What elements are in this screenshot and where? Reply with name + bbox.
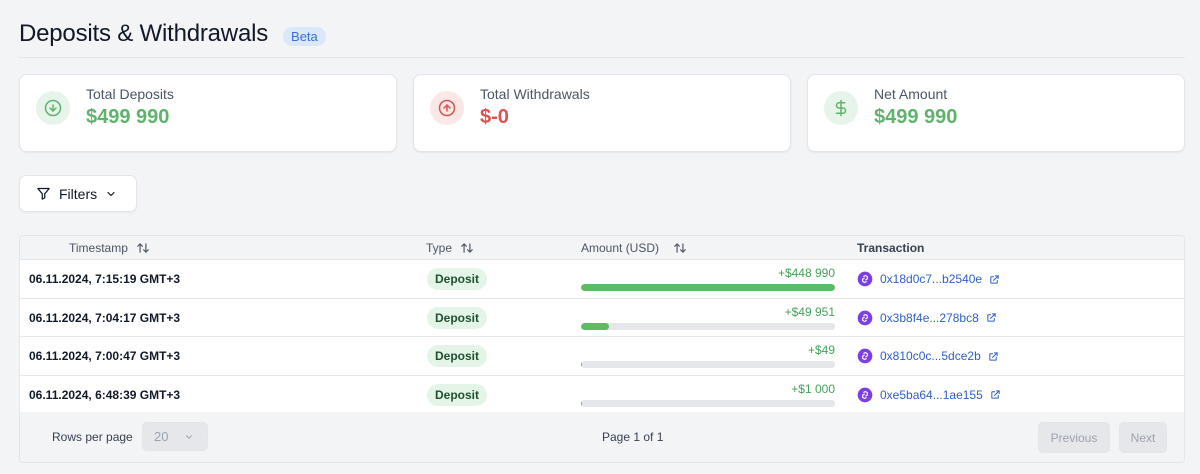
- transaction-cell: 0x810c0c...5dce2b: [857, 337, 999, 375]
- type-cell: Deposit: [427, 299, 488, 337]
- table-body: 06.11.2024, 7:15:19 GMT+3 Deposit +$448 99…: [20, 260, 1184, 414]
- page-info: Page 1 of 1: [602, 430, 664, 444]
- transaction-link[interactable]: 0x18d0c7...b2540e: [880, 272, 983, 286]
- amount-bar-track: [581, 322, 835, 330]
- net-amount-card: Net Amount $499 990: [807, 74, 1185, 152]
- total-deposits-card: Total Deposits $499 990: [19, 74, 397, 152]
- card-value: $-0: [480, 106, 509, 128]
- amount-value: +$448 990: [777, 266, 835, 280]
- type-cell: Deposit: [427, 376, 488, 414]
- table-row: 06.11.2024, 7:00:47 GMT+3 Deposit +$49 0x81…: [20, 337, 1184, 376]
- column-header-type[interactable]: Type: [426, 236, 474, 260]
- amount-bar-fill: [581, 399, 583, 407]
- amount-value: +$49: [807, 343, 835, 357]
- amount-cell: +$49: [581, 337, 835, 375]
- rows-per-page-value: 20: [154, 429, 169, 444]
- amount-bar-fill: [581, 322, 610, 330]
- column-header-timestamp[interactable]: Timestamp: [69, 236, 150, 260]
- amount-cell: +$49 951: [581, 299, 835, 337]
- transactions-table: Timestamp Type Amount (USD) Transaction …: [19, 235, 1185, 463]
- amount-cell: +$448 990: [581, 260, 835, 298]
- card-label: Total Withdrawals: [480, 86, 590, 102]
- column-label: Amount (USD): [581, 241, 660, 255]
- filters-button[interactable]: Filters: [19, 175, 137, 212]
- previous-button[interactable]: Previous: [1038, 422, 1110, 453]
- column-label: Type: [426, 241, 453, 255]
- amount-bar-track: [581, 361, 835, 368]
- timestamp-cell: 06.11.2024, 7:15:19 GMT+3: [29, 272, 181, 286]
- chevron-down-icon: [107, 191, 115, 196]
- dollar-icon: [824, 91, 858, 125]
- transaction-cell: 0x3b8f4e...278bc8: [857, 299, 997, 337]
- amount-cell: +$1 000: [581, 376, 835, 414]
- arrow-down-circle-icon: [36, 91, 70, 125]
- chain-link-icon: [857, 271, 873, 287]
- chevron-down-icon: [186, 434, 193, 439]
- column-header-transaction: Transaction: [857, 236, 924, 260]
- amount-value: +$1 000: [791, 381, 835, 396]
- rows-per-page-select[interactable]: 20: [142, 422, 208, 451]
- card-label: Total Deposits: [86, 86, 174, 102]
- amount-bar-fill: [581, 361, 583, 368]
- type-badge: Deposit: [427, 306, 488, 329]
- page-title: Deposits & Withdrawals: [19, 20, 269, 47]
- type-cell: Deposit: [427, 260, 488, 298]
- next-button[interactable]: Next: [1119, 422, 1167, 453]
- transaction-cell: 0x18d0c7...b2540e: [857, 260, 1000, 298]
- timestamp-cell: 06.11.2024, 7:00:47 GMT+3: [29, 349, 181, 363]
- external-link-icon[interactable]: [989, 274, 1000, 285]
- timestamp-cell: 06.11.2024, 7:04:17 GMT+3: [29, 310, 181, 325]
- sort-icon: [461, 243, 473, 253]
- table-row: 06.11.2024, 7:04:17 GMT+3 Deposit +$49 951…: [20, 299, 1184, 337]
- column-label: Transaction: [857, 241, 925, 255]
- type-badge: Deposit: [427, 345, 488, 367]
- filters-label: Filters: [59, 185, 98, 202]
- beta-badge: Beta: [283, 27, 326, 46]
- external-link-icon[interactable]: [990, 389, 1001, 400]
- external-link-icon[interactable]: [988, 351, 999, 362]
- amount-value: +$49 951: [784, 304, 835, 319]
- table-row: 06.11.2024, 7:15:19 GMT+3 Deposit +$448 99…: [20, 260, 1184, 299]
- card-value: $499 990: [874, 106, 958, 128]
- transaction-link[interactable]: 0xe5ba64...1ae155: [880, 387, 983, 402]
- summary-cards: Total Deposits $499 990 Total Withdrawal…: [19, 74, 1185, 152]
- total-withdrawals-card: Total Withdrawals $-0: [413, 74, 791, 152]
- transaction-link[interactable]: 0x810c0c...5dce2b: [880, 349, 981, 363]
- amount-bar-track: [581, 284, 835, 291]
- timestamp-cell: 06.11.2024, 6:48:39 GMT+3: [29, 387, 181, 402]
- type-badge: Deposit: [427, 268, 488, 290]
- chain-link-icon: [857, 348, 873, 364]
- chain-link-icon: [857, 310, 873, 325]
- transaction-link[interactable]: 0x3b8f4e...278bc8: [880, 310, 979, 325]
- external-link-icon[interactable]: [986, 312, 997, 323]
- sort-icon: [674, 243, 686, 253]
- filter-icon: [37, 187, 50, 200]
- type-cell: Deposit: [427, 337, 488, 375]
- amount-bar-track: [581, 399, 835, 407]
- rows-per-page-label: Rows per page: [52, 430, 133, 444]
- pagination-bar: Rows per page 20 Page 1 of 1 Previous Ne…: [20, 412, 1184, 462]
- column-header-amount[interactable]: Amount (USD): [581, 236, 687, 260]
- page-header: Deposits & Withdrawals Beta: [19, 18, 1185, 58]
- column-label: Timestamp: [69, 241, 128, 255]
- table-header: Timestamp Type Amount (USD) Transaction: [20, 236, 1184, 260]
- sort-icon: [137, 243, 149, 253]
- amount-bar-fill: [581, 284, 835, 291]
- card-value: $499 990: [86, 106, 170, 128]
- chain-link-icon: [857, 387, 873, 402]
- arrow-up-circle-icon: [430, 91, 464, 125]
- table-row: 06.11.2024, 6:48:39 GMT+3 Deposit +$1 000 0…: [20, 376, 1184, 414]
- card-label: Net Amount: [874, 86, 948, 102]
- type-badge: Deposit: [427, 383, 488, 406]
- transaction-cell: 0xe5ba64...1ae155: [857, 376, 1001, 414]
